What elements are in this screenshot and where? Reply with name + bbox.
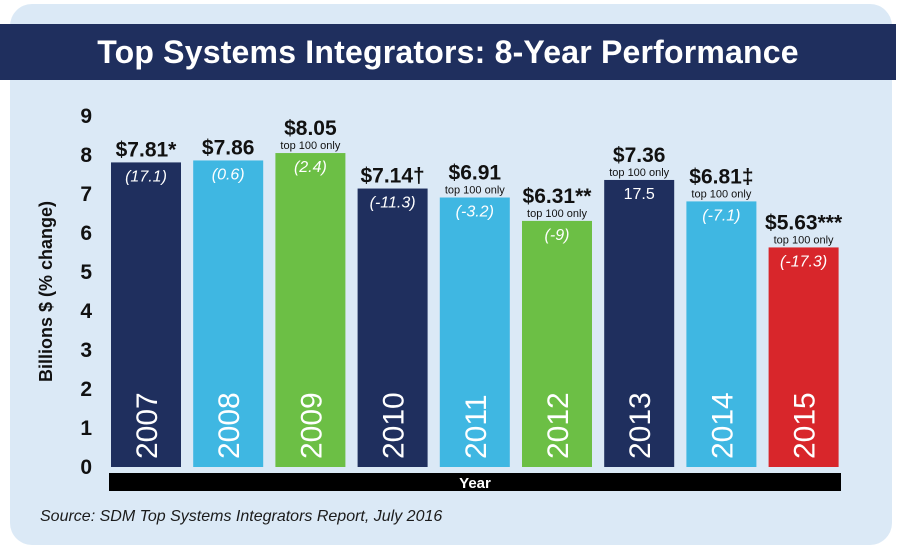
bar-2013 [604, 179, 675, 467]
y-tick-label: 5 [80, 261, 92, 284]
pct-change-label: (-9) [545, 227, 570, 244]
y-axis-label: Billions $ (% change) [36, 201, 56, 382]
note-label: top 100 only [445, 185, 505, 197]
y-tick-label: 2 [80, 378, 92, 401]
category-label: 2011 [460, 394, 493, 459]
y-tick-label: 7 [80, 183, 92, 206]
note-label: top 100 only [527, 208, 587, 220]
category-label: 2009 [295, 392, 328, 459]
bar-2015 [768, 247, 839, 467]
category-label: 2007 [131, 392, 164, 459]
y-tick-label: 1 [80, 417, 92, 440]
bar-2009 [275, 153, 346, 468]
pct-change-label: (-3.2) [456, 204, 494, 221]
bar-2014 [686, 201, 757, 467]
y-tick-label: 6 [80, 222, 92, 245]
note-label: top 100 only [774, 234, 834, 246]
note-label: top 100 only [691, 188, 751, 200]
value-label: $7.86 [202, 136, 255, 159]
pct-change-label: (0.6) [212, 166, 245, 183]
y-tick-label: 8 [80, 144, 92, 167]
category-label: 2008 [213, 392, 246, 459]
bar-2011 [439, 197, 510, 467]
x-axis: Year [109, 473, 841, 492]
y-tick-label: 9 [80, 105, 92, 128]
pct-change-label: (17.1) [125, 168, 167, 185]
value-label: $6.91 [449, 162, 502, 185]
chart-title: Top Systems Integrators: 8-Year Performa… [97, 34, 799, 70]
value-label: $8.05 [284, 117, 337, 140]
value-label: $7.81* [116, 138, 178, 161]
y-tick-label: 4 [80, 300, 92, 323]
x-axis-band [109, 473, 841, 491]
y-axis: 0 1 2 3 4 5 6 7 8 9 Billions $ (% change) [36, 105, 92, 479]
value-label: $7.36 [613, 144, 666, 167]
category-label: 2013 [624, 392, 657, 459]
x-axis-label: Year [459, 475, 491, 492]
pct-change-label: (2.4) [294, 159, 327, 176]
pct-change-label: 17.5 [624, 186, 655, 203]
source-note: Source: SDM Top Systems Integrators Repo… [40, 508, 443, 525]
value-label: $6.81‡ [689, 165, 753, 188]
pct-change-label: (-7.1) [702, 207, 740, 224]
category-label: 2014 [706, 392, 739, 459]
value-label: $5.63*** [765, 211, 843, 234]
bar-2008 [193, 160, 264, 467]
pct-change-label: (-11.3) [370, 195, 416, 212]
value-label: $6.31** [523, 185, 593, 208]
category-label: 2012 [542, 392, 575, 459]
bar-2012 [522, 220, 592, 467]
category-label: 2015 [789, 392, 822, 459]
bar-2007 [111, 162, 181, 467]
y-tick-label: 0 [80, 456, 92, 479]
y-tick-label: 3 [80, 339, 92, 362]
title-bar: Top Systems Integrators: 8-Year Performa… [0, 24, 896, 80]
pct-change-label: (-17.3) [780, 253, 827, 270]
note-label: top 100 only [280, 140, 340, 152]
bar-2010 [357, 188, 428, 468]
category-label: 2010 [378, 392, 411, 459]
value-label: $7.14† [360, 165, 424, 188]
note-label: top 100 only [609, 167, 669, 179]
